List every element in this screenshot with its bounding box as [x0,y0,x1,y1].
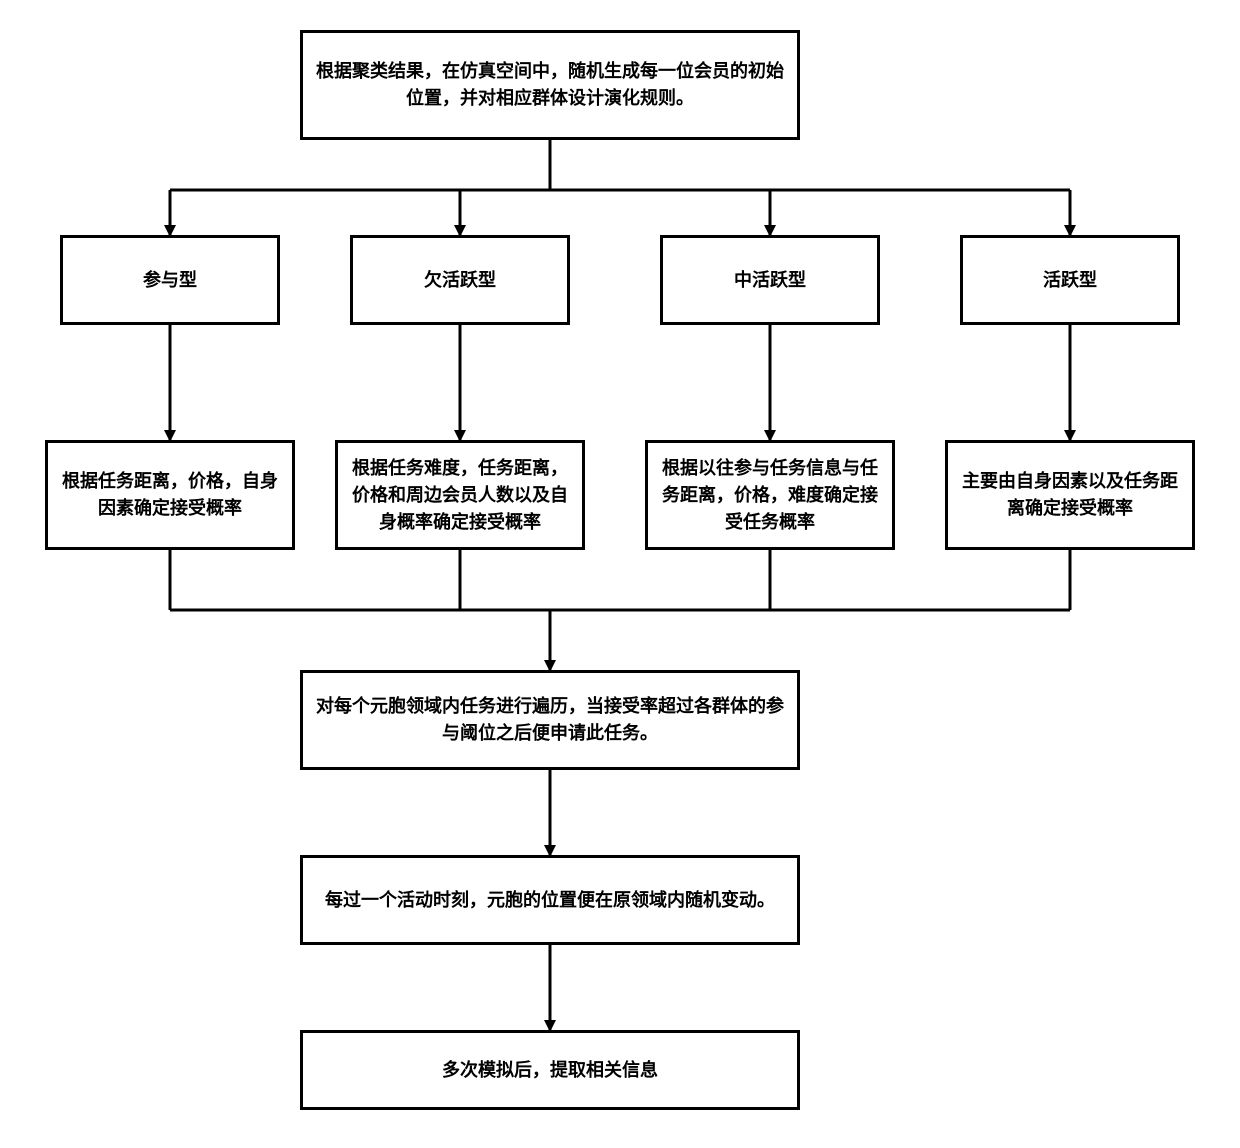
flow-box-rule3-text: 根据以往参与任务信息与任务距离，价格，难度确定接受任务概率 [660,455,880,536]
flow-box-cat4-text: 活跃型 [1043,267,1097,294]
flow-box-step3-text: 多次模拟后，提取相关信息 [442,1057,658,1084]
flow-box-top-text: 根据聚类结果，在仿真空间中，随机生成每一位会员的初始位置，并对相应群体设计演化规… [315,58,785,112]
flow-box-rule3: 根据以往参与任务信息与任务距离，价格，难度确定接受任务概率 [645,440,895,550]
flow-box-cat2-text: 欠活跃型 [424,267,496,294]
flow-box-rule4: 主要由自身因素以及任务距离确定接受概率 [945,440,1195,550]
flow-box-step3: 多次模拟后，提取相关信息 [300,1030,800,1110]
flow-box-rule1: 根据任务距离，价格，自身因素确定接受概率 [45,440,295,550]
flow-box-cat3-text: 中活跃型 [734,267,806,294]
flow-box-step1: 对每个元胞领域内任务进行遍历，当接受率超过各群体的参与阈位之后便申请此任务。 [300,670,800,770]
flow-box-cat3: 中活跃型 [660,235,880,325]
flow-box-step2: 每过一个活动时刻，元胞的位置便在原领域内随机变动。 [300,855,800,945]
flow-box-top: 根据聚类结果，在仿真空间中，随机生成每一位会员的初始位置，并对相应群体设计演化规… [300,30,800,140]
flow-box-step1-text: 对每个元胞领域内任务进行遍历，当接受率超过各群体的参与阈位之后便申请此任务。 [315,693,785,747]
flow-box-cat1-text: 参与型 [143,267,197,294]
flow-box-rule2: 根据任务难度，任务距离，价格和周边会员人数以及自身概率确定接受概率 [335,440,585,550]
flow-box-cat2: 欠活跃型 [350,235,570,325]
flow-box-cat1: 参与型 [60,235,280,325]
flow-box-rule1-text: 根据任务距离，价格，自身因素确定接受概率 [60,468,280,522]
flow-connectors [0,0,1240,1148]
flow-box-cat4: 活跃型 [960,235,1180,325]
flow-box-step2-text: 每过一个活动时刻，元胞的位置便在原领域内随机变动。 [325,887,775,914]
flow-box-rule2-text: 根据任务难度，任务距离，价格和周边会员人数以及自身概率确定接受概率 [350,455,570,536]
flow-box-rule4-text: 主要由自身因素以及任务距离确定接受概率 [960,468,1180,522]
